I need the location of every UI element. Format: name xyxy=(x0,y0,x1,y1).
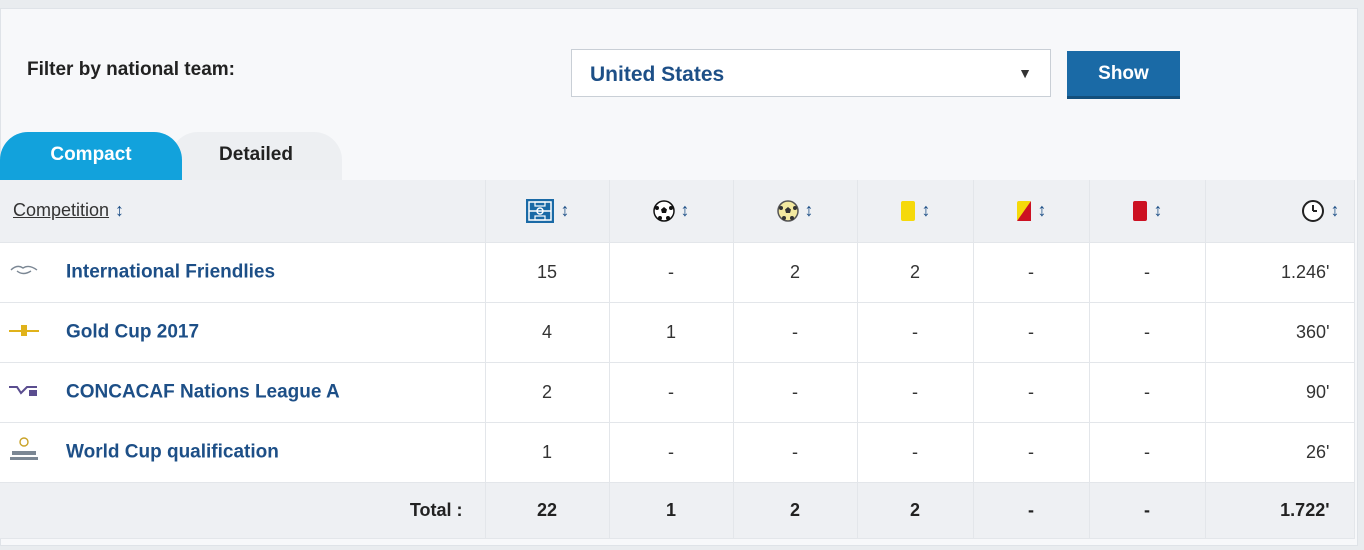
national-team-selected-value: United States xyxy=(590,63,725,86)
goals-cell: - xyxy=(609,362,734,423)
assists-cell: - xyxy=(733,362,858,423)
total-second-yellow: - xyxy=(973,482,1090,539)
total-goals: 1 xyxy=(609,482,734,539)
stats-table: Competition ↕ ↕ ↕ ↕ ↕ ↕ ↕ ↕ xyxy=(0,180,1355,539)
sort-icon[interactable]: ↕ xyxy=(115,200,125,221)
yellow-card-icon xyxy=(900,200,915,221)
red-cards-header[interactable]: ↕ xyxy=(1089,180,1206,243)
apps-cell: 2 xyxy=(485,362,610,423)
goals-ball-icon xyxy=(652,200,675,222)
tab-compact[interactable]: Compact xyxy=(0,132,182,180)
assists-cell: - xyxy=(733,422,858,483)
show-button[interactable]: Show xyxy=(1067,51,1180,99)
second-yellow-card-icon xyxy=(1016,200,1031,221)
total-minutes: 1.722' xyxy=(1205,482,1355,539)
appearances-header[interactable]: ↕ xyxy=(485,180,610,243)
filter-label: Filter by national team: xyxy=(27,59,235,80)
competition-cell: International Friendlies xyxy=(0,242,486,303)
minutes-cell: 360' xyxy=(1205,302,1355,363)
national-team-select[interactable]: United States ▼ xyxy=(571,49,1051,97)
minutes-cell: 26' xyxy=(1205,422,1355,483)
competition-cell: CONCACAF Nations League A xyxy=(0,362,486,423)
minutes-cell: 1.246' xyxy=(1205,242,1355,303)
second-yellow-cell: - xyxy=(973,242,1090,303)
gold-cup-logo-icon xyxy=(4,322,44,343)
sort-icon[interactable]: ↕ xyxy=(804,199,814,220)
yellow-cell: - xyxy=(857,362,974,423)
table-row: International Friendlies 15 - 2 2 - - 1.… xyxy=(0,242,1355,303)
apps-cell: 4 xyxy=(485,302,610,363)
competition-link[interactable]: World Cup qualification xyxy=(66,441,279,462)
total-assists: 2 xyxy=(733,482,858,539)
world-cup-trophy-icon xyxy=(4,436,44,468)
chevron-down-icon: ▼ xyxy=(1018,65,1032,81)
minutes-clock-icon xyxy=(1301,199,1324,222)
sort-icon[interactable]: ↕ xyxy=(1153,199,1163,220)
apps-cell: 1 xyxy=(485,422,610,483)
red-cell: - xyxy=(1089,302,1206,363)
competition-link[interactable]: CONCACAF Nations League A xyxy=(66,381,340,403)
red-cell: - xyxy=(1089,362,1206,423)
assists-ball-icon xyxy=(776,200,799,222)
competition-link[interactable]: Gold Cup 2017 xyxy=(66,321,200,343)
apps-cell: 15 xyxy=(485,242,610,303)
tab-detailed[interactable]: Detailed xyxy=(170,132,342,180)
yellow-cell: 2 xyxy=(857,242,974,303)
handshake-icon xyxy=(4,262,44,283)
sort-icon[interactable]: ↕ xyxy=(1037,199,1047,220)
minutes-cell: 90' xyxy=(1205,362,1355,423)
goals-cell: 1 xyxy=(609,302,734,363)
sort-icon[interactable]: ↕ xyxy=(921,199,931,220)
minutes-header[interactable]: ↕ xyxy=(1205,180,1355,243)
competition-header-label[interactable]: Competition xyxy=(13,200,110,221)
competition-cell: Gold Cup 2017 xyxy=(0,302,486,363)
red-cell: - xyxy=(1089,242,1206,303)
total-apps: 22 xyxy=(485,482,610,539)
red-card-icon xyxy=(1132,200,1147,221)
total-red: - xyxy=(1089,482,1206,539)
table-row: Gold Cup 2017 4 1 - - - - 360' xyxy=(0,302,1355,363)
second-yellow-cell: - xyxy=(973,422,1090,483)
sort-icon[interactable]: ↕ xyxy=(560,199,570,220)
yellow-cell: - xyxy=(857,422,974,483)
table-header-row: Competition ↕ ↕ ↕ ↕ ↕ ↕ ↕ ↕ xyxy=(0,180,1355,243)
competition-header[interactable]: Competition ↕ xyxy=(0,180,486,243)
yellow-cards-header[interactable]: ↕ xyxy=(857,180,974,243)
assists-header[interactable]: ↕ xyxy=(733,180,858,243)
sort-icon[interactable]: ↕ xyxy=(1330,199,1340,220)
total-yellow: 2 xyxy=(857,482,974,539)
appearances-pitch-icon xyxy=(525,198,554,223)
second-yellow-cell: - xyxy=(973,362,1090,423)
sort-icon[interactable]: ↕ xyxy=(680,199,690,220)
second-yellow-header[interactable]: ↕ xyxy=(973,180,1090,243)
total-row: Total : 22 1 2 2 - - 1.722' xyxy=(0,482,1355,539)
nations-league-logo-icon xyxy=(4,382,44,403)
red-cell: - xyxy=(1089,422,1206,483)
goals-cell: - xyxy=(609,242,734,303)
goals-header[interactable]: ↕ xyxy=(609,180,734,243)
table-row: World Cup qualification 1 - - - - - 26' xyxy=(0,422,1355,483)
table-row: CONCACAF Nations League A 2 - - - - - 90… xyxy=(0,362,1355,423)
competition-cell: World Cup qualification xyxy=(0,422,486,483)
assists-cell: 2 xyxy=(733,242,858,303)
goals-cell: - xyxy=(609,422,734,483)
assists-cell: - xyxy=(733,302,858,363)
yellow-cell: - xyxy=(857,302,974,363)
total-label: Total : xyxy=(0,482,486,539)
competition-link[interactable]: International Friendlies xyxy=(66,261,276,283)
second-yellow-cell: - xyxy=(973,302,1090,363)
